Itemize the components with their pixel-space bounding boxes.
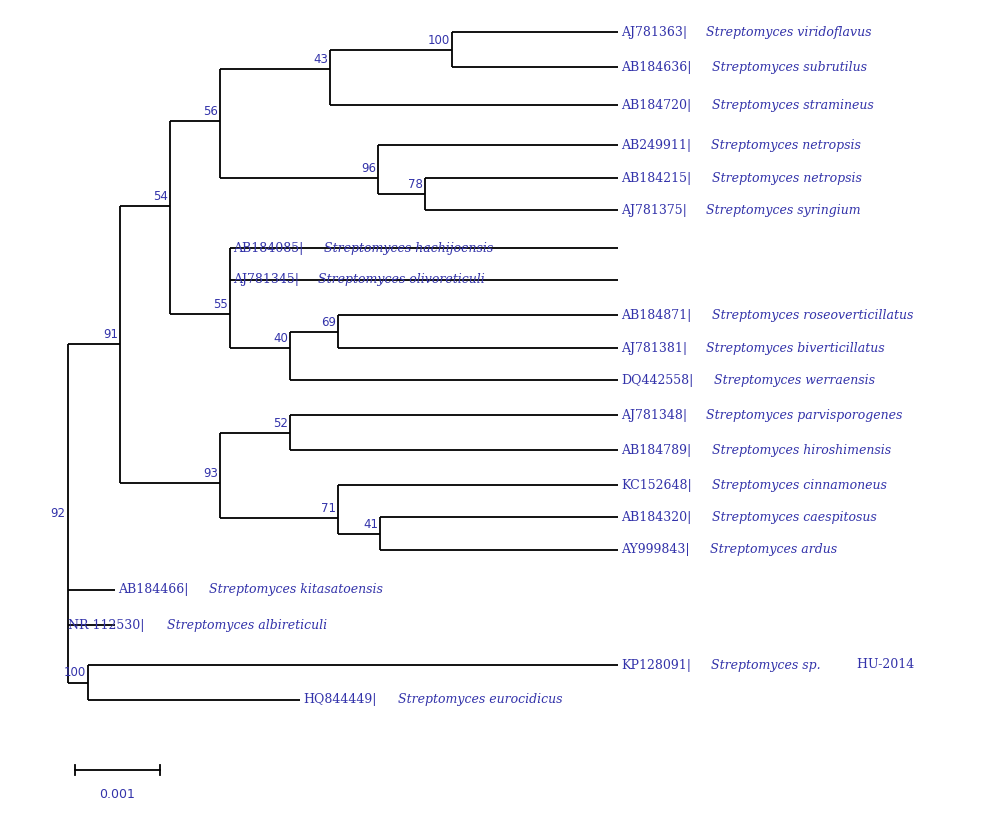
Text: AB184466|: AB184466| [118, 584, 188, 597]
Text: 91: 91 [103, 328, 118, 341]
Text: AB184320|: AB184320| [621, 510, 691, 523]
Text: HQ844449|: HQ844449| [303, 694, 376, 707]
Text: Streptomyces hiroshimensis: Streptomyces hiroshimensis [712, 443, 891, 456]
Text: 52: 52 [273, 416, 288, 430]
Text: Streptomyces syringium: Streptomyces syringium [706, 204, 861, 217]
Text: 41: 41 [363, 518, 378, 531]
Text: AJ781375|: AJ781375| [621, 204, 687, 217]
Text: Streptomyces caespitosus: Streptomyces caespitosus [712, 510, 877, 523]
Text: AB249911|: AB249911| [621, 139, 691, 152]
Text: Streptomyces werraensis: Streptomyces werraensis [714, 373, 875, 386]
Text: AJ781348|: AJ781348| [621, 408, 687, 421]
Text: 78: 78 [408, 178, 423, 191]
Text: Streptomyces ardus: Streptomyces ardus [710, 544, 837, 557]
Text: DQ442558|: DQ442558| [621, 373, 693, 386]
Text: Streptomyces biverticillatus: Streptomyces biverticillatus [706, 341, 885, 355]
Text: 93: 93 [203, 466, 218, 479]
Text: 96: 96 [361, 161, 376, 174]
Text: 40: 40 [273, 332, 288, 345]
Text: AJ781345|: AJ781345| [233, 274, 299, 287]
Text: AB184789|: AB184789| [621, 443, 691, 456]
Text: KC152648|: KC152648| [621, 478, 692, 491]
Text: 71: 71 [321, 501, 336, 514]
Text: 69: 69 [321, 315, 336, 328]
Text: Streptomyces olivoreticuli: Streptomyces olivoreticuli [318, 274, 485, 287]
Text: 0.001: 0.001 [100, 788, 135, 801]
Text: 54: 54 [153, 190, 168, 203]
Text: 100: 100 [64, 667, 86, 680]
Text: Streptomyces netropsis: Streptomyces netropsis [712, 171, 862, 184]
Text: Streptomyces parvisporogenes: Streptomyces parvisporogenes [706, 408, 903, 421]
Text: Streptomyces roseoverticillatus: Streptomyces roseoverticillatus [712, 309, 913, 321]
Text: Streptomyces stramineus: Streptomyces stramineus [712, 99, 873, 112]
Text: AB184215|: AB184215| [621, 171, 691, 184]
Text: 92: 92 [50, 507, 65, 520]
Text: AY999843|: AY999843| [621, 544, 690, 557]
Text: NR 112530|: NR 112530| [68, 619, 144, 632]
Text: Streptomyces viridoflavus: Streptomyces viridoflavus [706, 25, 872, 38]
Text: Streptomyces kitasatoensis: Streptomyces kitasatoensis [209, 584, 383, 597]
Text: AB184871|: AB184871| [621, 309, 691, 321]
Text: AB184085|: AB184085| [233, 241, 303, 254]
Text: AB184636|: AB184636| [621, 60, 692, 73]
Text: Streptomyces hachijoensis: Streptomyces hachijoensis [324, 241, 493, 254]
Text: AB184720|: AB184720| [621, 99, 691, 112]
Text: Streptomyces cinnamoneus: Streptomyces cinnamoneus [712, 478, 887, 491]
Text: 100: 100 [428, 33, 450, 46]
Text: 56: 56 [203, 105, 218, 118]
Text: HU-2014: HU-2014 [853, 659, 914, 672]
Text: AJ781381|: AJ781381| [621, 341, 687, 355]
Text: 55: 55 [213, 298, 228, 311]
Text: Streptomyces albireticuli: Streptomyces albireticuli [167, 619, 327, 632]
Text: KP128091|: KP128091| [621, 659, 691, 672]
Text: Streptomyces subrutilus: Streptomyces subrutilus [712, 60, 867, 73]
Text: Streptomyces sp.: Streptomyces sp. [711, 659, 821, 672]
Text: Streptomyces eurocidicus: Streptomyces eurocidicus [398, 694, 562, 707]
Text: Streptomyces netropsis: Streptomyces netropsis [711, 139, 861, 152]
Text: 43: 43 [313, 52, 328, 65]
Text: AJ781363|: AJ781363| [621, 25, 687, 38]
